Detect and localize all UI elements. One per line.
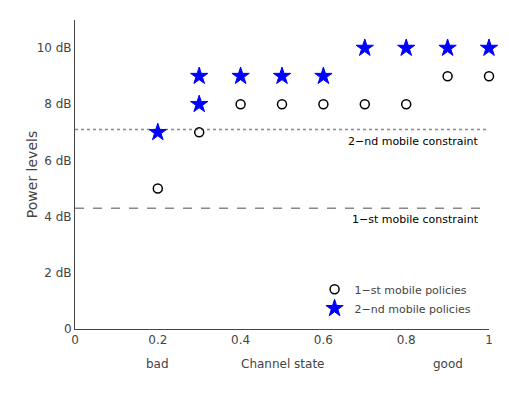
svg-text:1−st mobile constraint: 1−st mobile constraint xyxy=(352,213,479,226)
svg-text:Channel state: Channel state xyxy=(241,357,324,371)
svg-text:1: 1 xyxy=(485,333,493,347)
svg-text:4 dB: 4 dB xyxy=(44,210,71,224)
svg-text:10 dB: 10 dB xyxy=(37,41,72,55)
svg-text:0.4: 0.4 xyxy=(231,333,250,347)
svg-text:2−nd mobile constraint: 2−nd mobile constraint xyxy=(348,135,479,148)
svg-text:bad: bad xyxy=(146,357,169,371)
svg-text:1−st mobile policies: 1−st mobile policies xyxy=(355,284,467,297)
svg-text:0: 0 xyxy=(71,333,79,347)
svg-text:0.8: 0.8 xyxy=(397,333,416,347)
svg-text:6 dB: 6 dB xyxy=(44,154,71,168)
svg-text:8 dB: 8 dB xyxy=(44,97,71,111)
svg-text:0.2: 0.2 xyxy=(148,333,167,347)
svg-text:0.6: 0.6 xyxy=(314,333,333,347)
svg-text:2 dB: 2 dB xyxy=(44,266,71,280)
svg-text:Power levels: Power levels xyxy=(24,131,40,218)
svg-text:0: 0 xyxy=(64,322,72,336)
svg-text:good: good xyxy=(433,357,463,371)
svg-text:2−nd mobile policies: 2−nd mobile policies xyxy=(355,303,471,316)
